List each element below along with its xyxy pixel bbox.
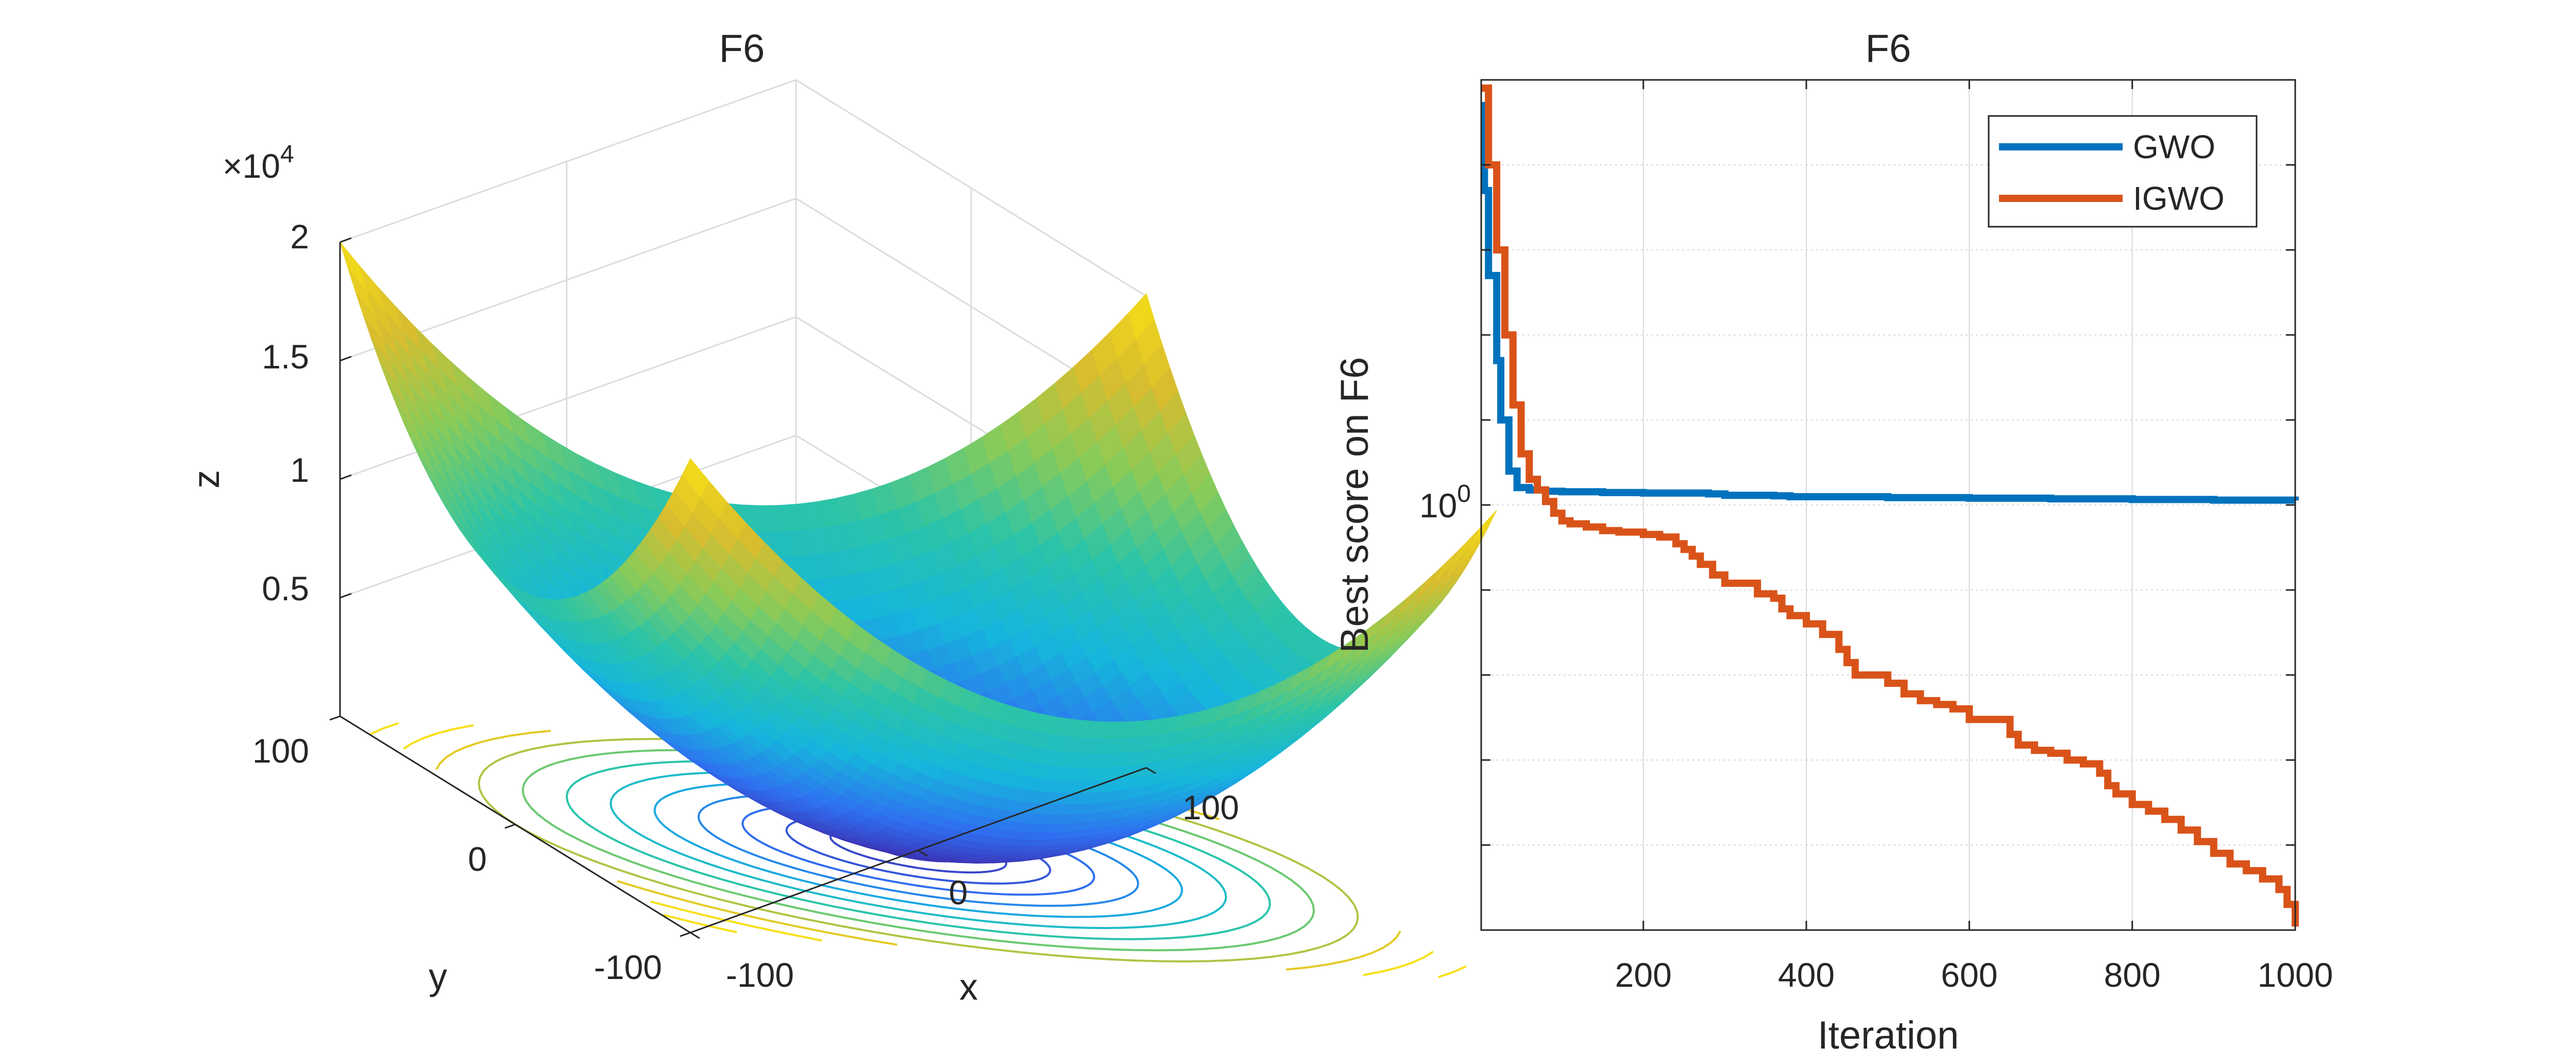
- surface-patch: [682, 458, 709, 498]
- y-axis-label: Best score on F6: [1333, 357, 1377, 653]
- convergence-title: F6: [1866, 27, 1911, 71]
- surface-title: F6: [719, 27, 765, 71]
- convergence-ticks: [1481, 79, 2296, 931]
- series-line-gwo: [1481, 102, 2299, 504]
- x-tick-label: 100: [1182, 788, 1239, 826]
- z-axis-label: z: [186, 470, 227, 488]
- x-tick-label: 600: [1941, 956, 1997, 994]
- surface-axes: [329, 237, 1156, 939]
- x-tick-label: 200: [1615, 956, 1672, 994]
- convergence-series: [1481, 85, 2299, 927]
- x-axis-label: Iteration: [1818, 1014, 1959, 1057]
- x-tick-label: 0: [949, 873, 968, 912]
- z-tick-label: 0.5: [262, 569, 309, 608]
- convergence-plot: F6 Iteration Best score on F6 200 400 60…: [1333, 27, 2333, 1057]
- x-axis-label: x: [959, 967, 978, 1008]
- legend-box: [1988, 115, 2258, 228]
- surface-patch: [1470, 510, 1497, 547]
- y-axis-label: y: [429, 956, 447, 998]
- z-tick-label: 2: [290, 217, 309, 256]
- x-tick-label: 400: [1778, 956, 1835, 994]
- legend-label-igwo: IGWO: [2133, 180, 2225, 217]
- z-exponent-label: ×104: [223, 141, 294, 185]
- surface-mesh: [340, 242, 1497, 864]
- y-tick-label: 100: [252, 732, 309, 770]
- y-tick-label: -100: [594, 948, 662, 986]
- x-tick-label: 1000: [2258, 956, 2333, 994]
- x-tick-label: -100: [726, 956, 794, 994]
- z-tick-label: 1.5: [262, 338, 309, 376]
- legend: GWO IGWO: [1988, 115, 2258, 228]
- legend-label-gwo: GWO: [2133, 128, 2215, 165]
- surface-plot: F6 ×104 0.5 1 1.5 2 z 100 0 -100 y -100 …: [186, 27, 1497, 1008]
- series-line-igwo: [1481, 85, 2299, 927]
- x-tick-label: 800: [2104, 956, 2161, 994]
- z-tick-label: 1: [290, 451, 309, 489]
- y-tick-label: 0: [468, 840, 487, 878]
- y-tick-label: 100: [1419, 480, 1471, 525]
